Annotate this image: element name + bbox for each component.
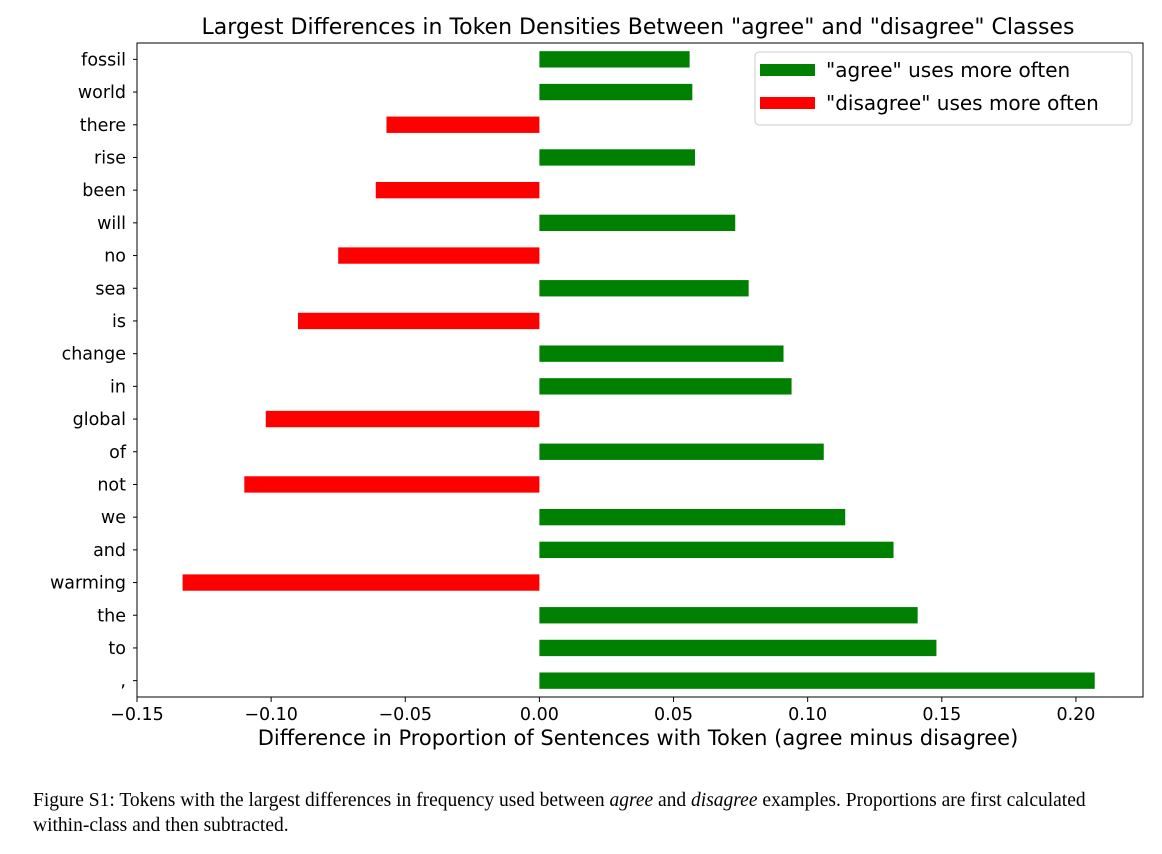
y-tick-label: is: [112, 312, 126, 332]
bar-been: [375, 181, 540, 199]
bar-world: [539, 83, 693, 101]
bar-the: [539, 607, 918, 624]
x-tick-label: 0.15: [922, 705, 961, 725]
caption-mid: and: [653, 790, 692, 811]
x-tick-label: 0.20: [1056, 705, 1095, 725]
y-tick-label: will: [97, 214, 126, 234]
y-axis: fossil world there rise been will no sea is chang…: [50, 50, 137, 692]
bar-not: [244, 476, 540, 493]
y-tick-label: we: [101, 508, 126, 528]
y-tick-label: been: [82, 181, 126, 201]
x-tick-label: 0.00: [520, 705, 559, 725]
y-tick-label: and: [93, 541, 126, 561]
bar-sea: [539, 280, 749, 297]
bar-to: [539, 639, 937, 657]
x-tick-label: −0.10: [244, 705, 298, 725]
y-tick-label: the: [97, 606, 126, 626]
plot-frame: [136, 42, 1144, 698]
bar-change: [539, 345, 784, 362]
bar-is: [297, 312, 540, 330]
bar-rise: [539, 149, 695, 166]
legend-swatch: [760, 97, 815, 109]
token-difference-chart: Largest Differences in Token Densities B…: [50, 15, 1144, 750]
legend-label: "agree" uses more often: [826, 58, 1070, 82]
x-tick-label: 0.10: [788, 705, 827, 725]
legend-label: "disagree" uses more often: [826, 91, 1099, 115]
bar-comma: [539, 672, 1095, 689]
bar-and: [539, 541, 894, 559]
chart-title: Largest Differences in Token Densities B…: [202, 15, 1075, 40]
bar-global: [265, 410, 540, 428]
x-tick-label: −0.05: [378, 705, 432, 725]
y-tick-label: sea: [95, 279, 126, 299]
x-tick-label: 0.05: [654, 705, 693, 725]
y-tick-label: there: [80, 116, 126, 136]
y-tick-label: fossil: [81, 50, 126, 70]
caption-term-disagree: disagree: [691, 790, 758, 811]
y-tick-label: world: [78, 83, 126, 103]
y-tick-label: warming: [50, 574, 126, 594]
x-tick-label: −0.15: [110, 705, 164, 725]
bar-fossil: [539, 51, 690, 68]
y-tick-label: no: [104, 247, 126, 267]
y-tick-label: not: [97, 475, 126, 495]
figure-caption: Figure S1: Tokens with the largest diffe…: [33, 788, 1133, 838]
bar-will: [539, 214, 736, 232]
bar-there: [386, 116, 540, 133]
legend-box: [754, 51, 1133, 126]
y-tick-label: ,: [120, 672, 126, 692]
legend-swatch: [760, 64, 815, 76]
bar-no: [338, 247, 540, 264]
caption-term-agree: agree: [609, 790, 654, 811]
bar-warming: [182, 574, 540, 591]
y-tick-label: in: [110, 377, 126, 397]
bar-of: [539, 443, 824, 460]
bar-we: [539, 508, 846, 526]
bars-layer: [182, 51, 1095, 689]
y-tick-label: to: [108, 639, 126, 659]
caption-suffix: examples. Proportions are first calculat…: [33, 790, 1086, 836]
bar-in: [539, 378, 792, 395]
y-tick-label: rise: [94, 148, 126, 168]
x-axis-label: Difference in Proportion of Sentences wi…: [258, 726, 1019, 750]
y-tick-label: of: [109, 443, 127, 463]
y-tick-label: change: [62, 345, 126, 365]
y-tick-label: global: [73, 410, 126, 430]
x-axis: −0.15 −0.10 −0.05 0.00 0.05 0.10 0.15 0.20: [110, 697, 1095, 725]
caption-prefix: Figure S1: Tokens with the largest diffe…: [33, 790, 610, 811]
legend: "agree" uses more often "disagree" uses m…: [754, 51, 1133, 126]
